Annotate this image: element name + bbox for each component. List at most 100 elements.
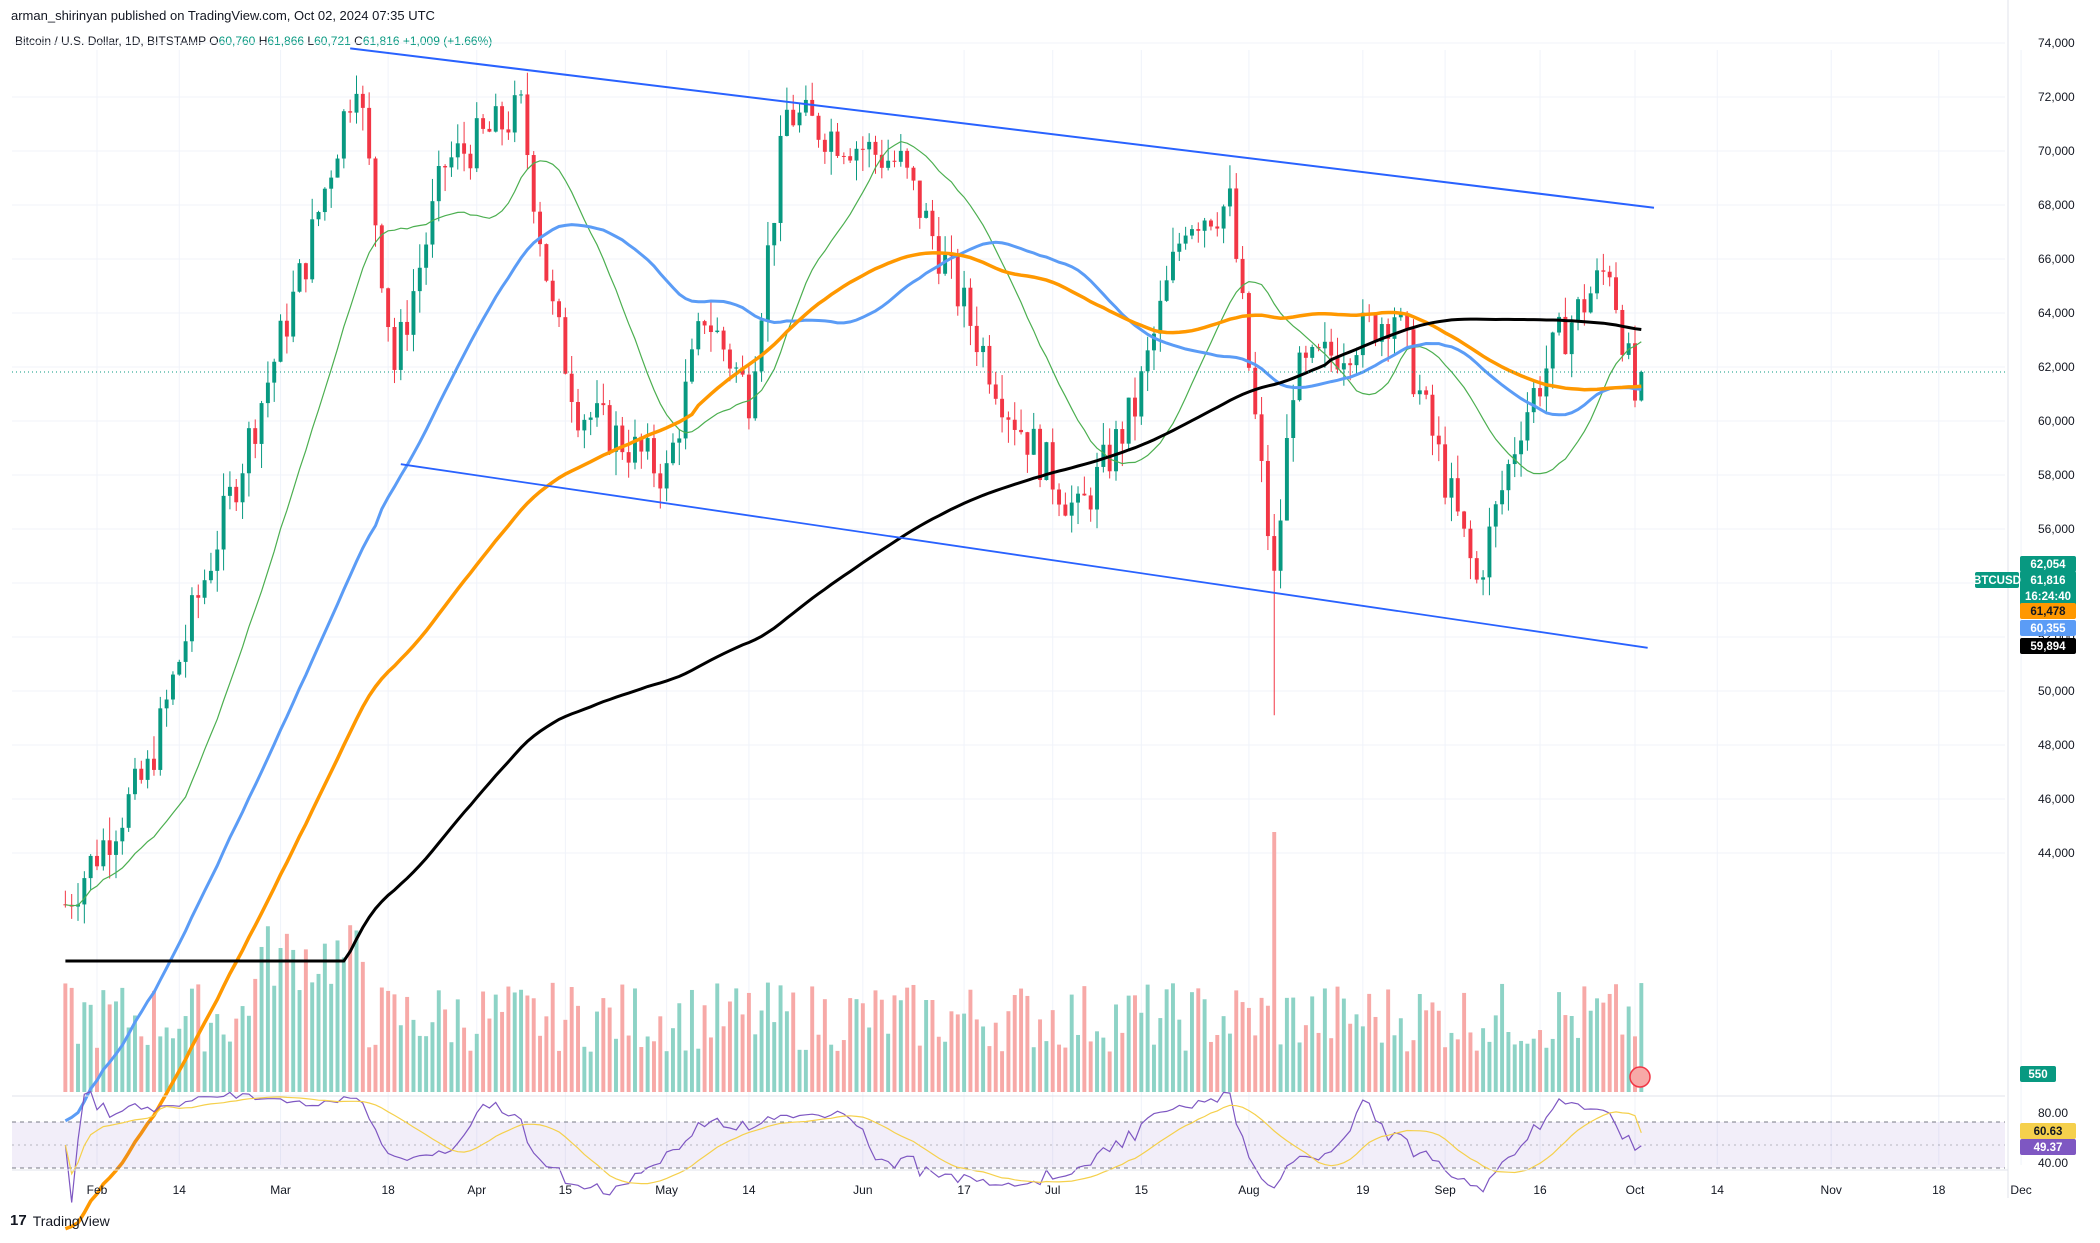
candle-body — [1177, 243, 1182, 252]
volume-bar — [265, 926, 270, 1092]
volume-bar — [1424, 1010, 1429, 1092]
candle-body — [1386, 324, 1391, 339]
candle-body — [595, 403, 599, 418]
candle-body — [386, 288, 391, 328]
candle-body — [1430, 394, 1435, 436]
candle-body — [1411, 329, 1416, 395]
volume-bar — [784, 1011, 789, 1092]
volume-bar — [689, 989, 694, 1092]
candle-body — [1329, 341, 1334, 356]
candle-body — [1000, 398, 1005, 418]
candle-body — [1221, 206, 1226, 229]
volume-bar — [1069, 994, 1074, 1092]
candle-body — [1158, 300, 1163, 334]
volume-bar — [791, 992, 796, 1092]
volume-bar — [987, 1046, 992, 1092]
candle-body — [253, 428, 258, 444]
candle-body — [278, 320, 283, 362]
volume-bar — [1563, 1015, 1568, 1092]
volume-bar — [1341, 998, 1346, 1092]
volume-bar — [101, 990, 106, 1092]
volume-bar — [145, 1044, 150, 1092]
x-tick-label: Sep — [1434, 1183, 1456, 1197]
rsi-tick-label: 80.00 — [2038, 1106, 2068, 1120]
candle-body — [1373, 315, 1378, 342]
volume-bar — [455, 999, 460, 1092]
volume-bar — [867, 1027, 872, 1092]
candle-body — [1379, 324, 1384, 342]
volume-bar — [1493, 1015, 1498, 1092]
candle-body — [601, 403, 606, 406]
volume-bar — [1145, 984, 1150, 1092]
volume-bar — [1303, 1025, 1308, 1092]
symbol-legend: Bitcoin / U.S. Dollar, 1D, BITSTAMP O60,… — [15, 34, 492, 48]
volume-bar — [1183, 1050, 1188, 1092]
volume-bar — [1462, 992, 1467, 1092]
volume-bar — [1253, 1035, 1258, 1092]
volume-bar — [968, 989, 973, 1092]
y-tick-label: 64,000 — [2038, 306, 2075, 320]
candle-body — [455, 143, 460, 158]
tradingview-logo[interactable]: 17 TradingView — [10, 1212, 110, 1229]
publisher-line: arman_shirinyan published on TradingView… — [11, 8, 435, 23]
volume-bar — [392, 994, 397, 1092]
volume-bar — [1601, 1002, 1606, 1092]
candle-body — [1196, 229, 1201, 231]
candle-body — [221, 495, 226, 550]
x-tick-label: Dec — [2010, 1183, 2031, 1197]
candle-body — [1519, 440, 1524, 455]
volume-bar — [1500, 983, 1505, 1092]
volume-bar — [803, 1049, 808, 1092]
candle-body — [1620, 309, 1625, 355]
x-tick-label: Jul — [1045, 1183, 1060, 1197]
candle-body — [614, 425, 618, 452]
candle-body — [297, 263, 302, 292]
candle-body — [1481, 577, 1486, 580]
volume-bar — [620, 984, 625, 1092]
candle-body — [886, 160, 891, 168]
volume-bar — [614, 1038, 618, 1092]
volume-bar — [1544, 1047, 1549, 1092]
volume-bar — [1626, 1006, 1631, 1092]
volume-bar — [1297, 1042, 1302, 1092]
rsi-tag: 49.37 — [2034, 1142, 2063, 1154]
candle-body — [322, 188, 327, 213]
candle-body — [82, 878, 87, 905]
candle-body — [272, 361, 277, 383]
candle-body — [1189, 229, 1194, 236]
candle-body — [1601, 270, 1606, 272]
candle-body — [1082, 493, 1087, 496]
volume-bar — [221, 1034, 226, 1092]
candle-body — [1557, 316, 1562, 333]
candle-body — [569, 373, 574, 402]
volume-bar — [1595, 998, 1599, 1092]
high-label: H — [258, 34, 268, 48]
candle-body — [329, 177, 334, 189]
candle-body — [734, 367, 739, 369]
candle-body — [202, 580, 207, 598]
volume-bar — [645, 1036, 650, 1092]
candle-body — [133, 768, 137, 795]
candle-body — [1443, 444, 1448, 498]
candle-body — [1031, 428, 1036, 455]
volume-bar — [417, 1035, 422, 1092]
candle-body — [1259, 414, 1264, 461]
candle-body — [810, 99, 815, 116]
volume-bar — [398, 1025, 403, 1092]
channel-lower-line — [400, 463, 1648, 649]
volume-bar — [772, 1022, 777, 1092]
volume-bar — [1101, 1037, 1106, 1092]
candle-body — [1595, 270, 1599, 294]
candle-body — [158, 708, 163, 770]
volume-bar — [1025, 995, 1030, 1092]
candle-body — [1487, 526, 1492, 578]
price-tag-ma_slow: 61,478 — [2030, 606, 2066, 618]
candle-body — [1234, 188, 1239, 259]
volume-bar — [341, 957, 346, 1092]
candle-body — [1183, 235, 1188, 244]
volume-bar — [126, 1027, 131, 1092]
volume-bar — [335, 940, 340, 1092]
candle-body — [1025, 432, 1030, 455]
candle-body — [740, 367, 745, 375]
